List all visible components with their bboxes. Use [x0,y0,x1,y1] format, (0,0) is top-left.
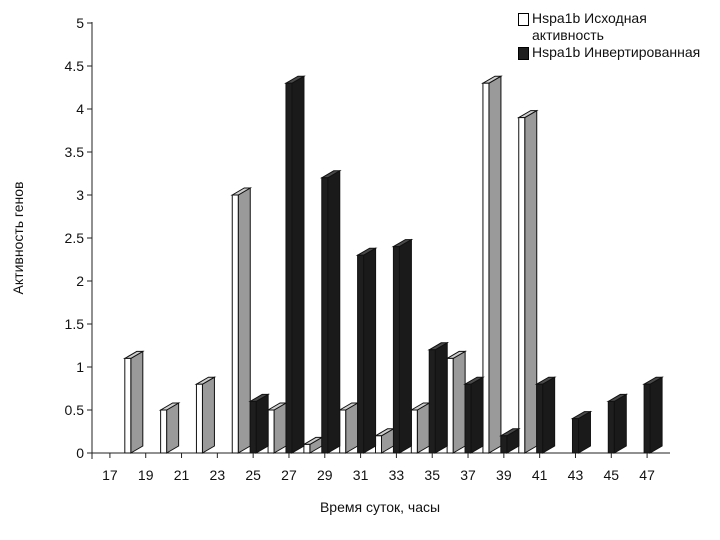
y-tick-label: 0 [76,445,84,461]
y-tick-label: 3.5 [65,144,85,160]
bar-inverted [427,341,450,454]
y-tick-label: 2.5 [65,230,85,246]
x-tick-label: 43 [568,467,584,483]
x-tick-label: 31 [353,467,369,483]
bar-baseline [409,402,432,454]
x-tick-label: 19 [138,467,154,483]
bar-baseline [481,75,503,454]
bar-baseline [230,187,253,454]
legend: Hspa1b Исходная активность Hspa1b Инверт… [518,10,718,61]
legend-label-baseline: Hspa1b Исходная активность [532,10,647,43]
legend-entry-inverted: Hspa1b Инвертированная [518,44,718,61]
bar-inverted [606,393,629,454]
bar-inverted [391,238,414,454]
x-tick-label: 33 [389,467,405,483]
x-tick-label: 45 [603,467,619,483]
bar-baseline [302,436,324,454]
x-tick-label: 27 [281,467,297,483]
y-tick-label: 1.5 [65,316,85,332]
x-tick-label: 39 [496,467,512,483]
x-axis-title: Время суток, часы [320,499,440,515]
bar-inverted [498,427,521,454]
legend-swatch-white [518,13,529,26]
x-tick-label: 23 [210,467,226,483]
bar-baseline [445,350,467,454]
bar-baseline [516,109,539,454]
y-tick-label: 5 [76,15,84,31]
bar-baseline [158,402,181,454]
y-axis-title: Активность генов [10,182,26,295]
y-tick-label: 0.5 [65,402,85,418]
bar-inverted [248,393,271,454]
bar-baseline [194,376,217,454]
x-tick-label: 29 [317,467,333,483]
y-tick-label: 4.5 [65,58,85,74]
bar-inverted [570,410,593,454]
bar-baseline [337,402,360,454]
bar-inverted [642,376,664,454]
bar-inverted [284,75,306,454]
x-tick-label: 21 [174,467,190,483]
y-tick-label: 1 [76,359,84,375]
y-tick-label: 2 [76,273,84,289]
x-tick-label: 17 [102,467,118,483]
x-tick-label: 41 [532,467,548,483]
x-tick-label: 25 [245,467,261,483]
bar-baseline [122,350,145,454]
bar-baseline [266,402,288,454]
x-tick-label: 47 [639,467,655,483]
bar-inverted [319,169,342,454]
x-tick-label: 37 [460,467,476,483]
bar-inverted [355,247,378,454]
y-tick-label: 4 [76,101,84,117]
y-tick-label: 3 [76,187,84,203]
bar-inverted [463,376,485,454]
legend-entry-baseline: Hspa1b Исходная активность [518,10,718,44]
bar-inverted [534,376,557,454]
x-tick-label: 35 [424,467,440,483]
bar-baseline [373,427,396,454]
legend-swatch-dark [518,47,529,60]
legend-label-inverted: Hspa1b Инвертированная [532,44,701,60]
